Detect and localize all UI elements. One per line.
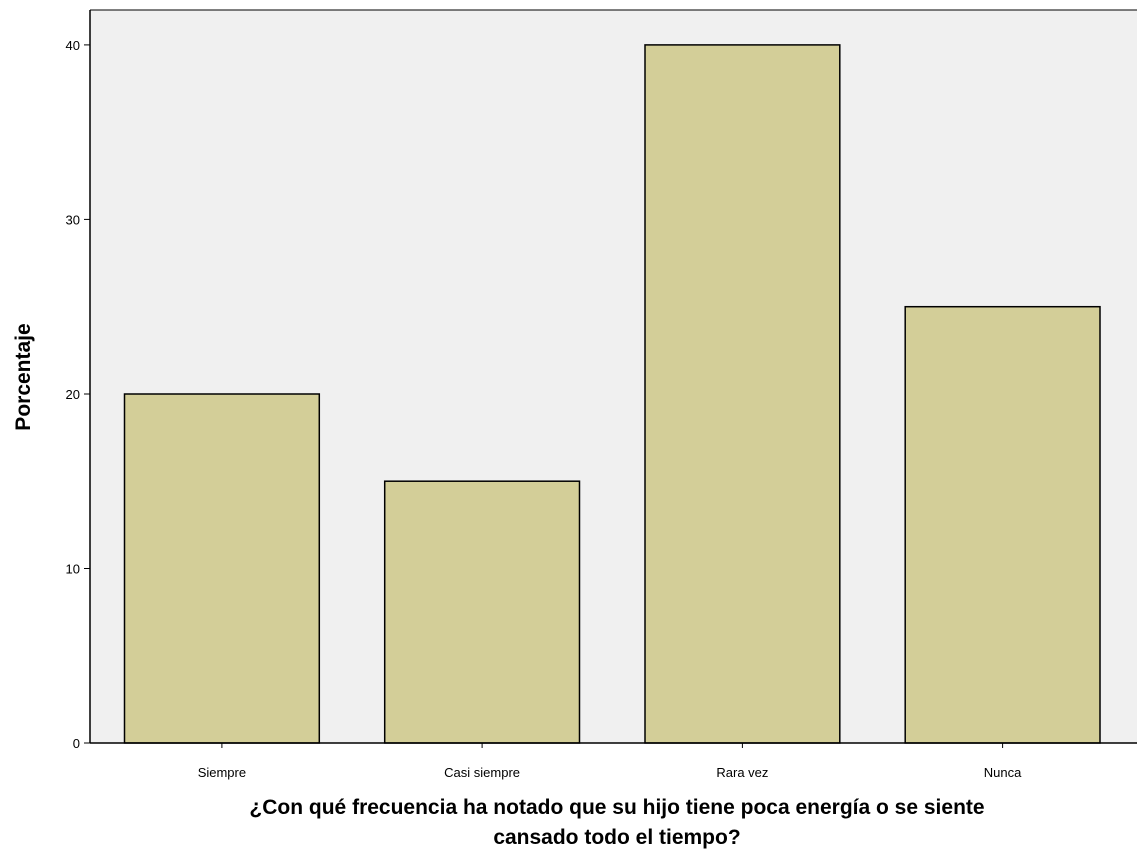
axis-layer — [84, 9, 1137, 748]
x-axis-title-line-2: cansado todo el tiempo? — [493, 826, 740, 849]
x-tick-label: Siempre — [198, 765, 246, 780]
x-axis-title-line-1: ¿Con qué frecuencia ha notado que su hij… — [249, 796, 984, 819]
y-tick-label: 0 — [73, 736, 80, 751]
labels-layer: Siempre Casi siempre Rara vez Nunca 0 10 20 30 4… — [66, 38, 1023, 780]
bar-nunca — [904, 305, 1101, 744]
y-tick-label: 10 — [66, 562, 80, 577]
x-tick-label: Rara vez — [716, 765, 768, 780]
bar-casi-siempre — [383, 480, 581, 744]
y-tick-label: 30 — [66, 212, 80, 227]
x-tick-label: Nunca — [984, 765, 1022, 780]
bars-layer — [123, 44, 1101, 744]
x-tick-label: Casi siempre — [444, 765, 520, 780]
y-tick-label: 40 — [66, 38, 80, 53]
y-tick-label: 20 — [66, 387, 80, 402]
bar-rara-vez — [644, 44, 841, 744]
bar-siempre — [123, 393, 321, 744]
y-axis-title: Porcentaje — [12, 323, 35, 430]
